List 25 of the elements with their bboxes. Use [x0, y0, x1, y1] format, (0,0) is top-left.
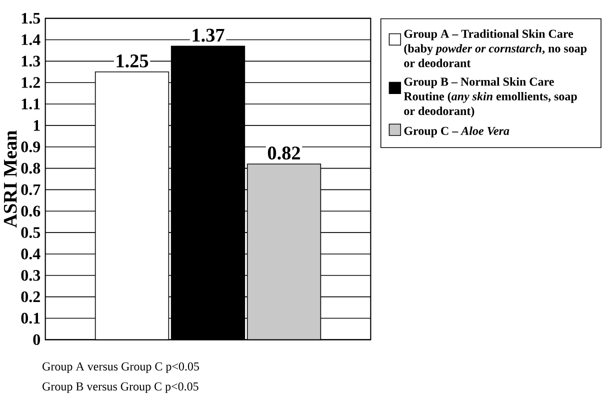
y-tick-label: 0.4 — [21, 248, 40, 260]
y-tick-label: 0.7 — [21, 184, 40, 196]
text: Group B versus Group C p<0.05 — [42, 382, 198, 393]
y-tick-label: 1.4 — [22, 34, 40, 46]
text: Group A – Traditional Skin Care (baby powder or cornstarch, no soap or deodorant — [404, 29, 587, 68]
y-tick-label: 0.3 — [21, 270, 40, 281]
y-tick-label: 1 — [34, 120, 40, 131]
data-label: 1.37 — [192, 28, 224, 42]
legend-label: Group C – Aloe Vera — [404, 126, 510, 138]
y-tick-label: 0 — [33, 334, 40, 346]
y-tick-label: 0.2 — [21, 291, 40, 302]
data-label: 1.25 — [116, 54, 148, 68]
y-tick-label: 1.1 — [22, 98, 40, 110]
y-tick-label: 0.8 — [21, 162, 40, 174]
y-tick-label: 0.1 — [21, 312, 40, 324]
y-tick-label: 1.3 — [22, 56, 40, 67]
y-tick-label: 0.9 — [21, 141, 40, 152]
y-tick-label: 0.6 — [21, 206, 40, 217]
data-label: 0.82 — [268, 146, 300, 160]
y-tick-label: 1.5 — [22, 12, 40, 24]
y-tick-label: 0.5 — [21, 227, 40, 238]
text: Group A versus Group C p<0.05 — [42, 362, 200, 373]
text: Group B – Normal Skin Care Routine (any skin emollients, soap or deodorant) — [404, 77, 577, 118]
y-tick-label: 1.2 — [22, 77, 40, 88]
y-axis-title: ASRI Mean — [4, 130, 17, 228]
